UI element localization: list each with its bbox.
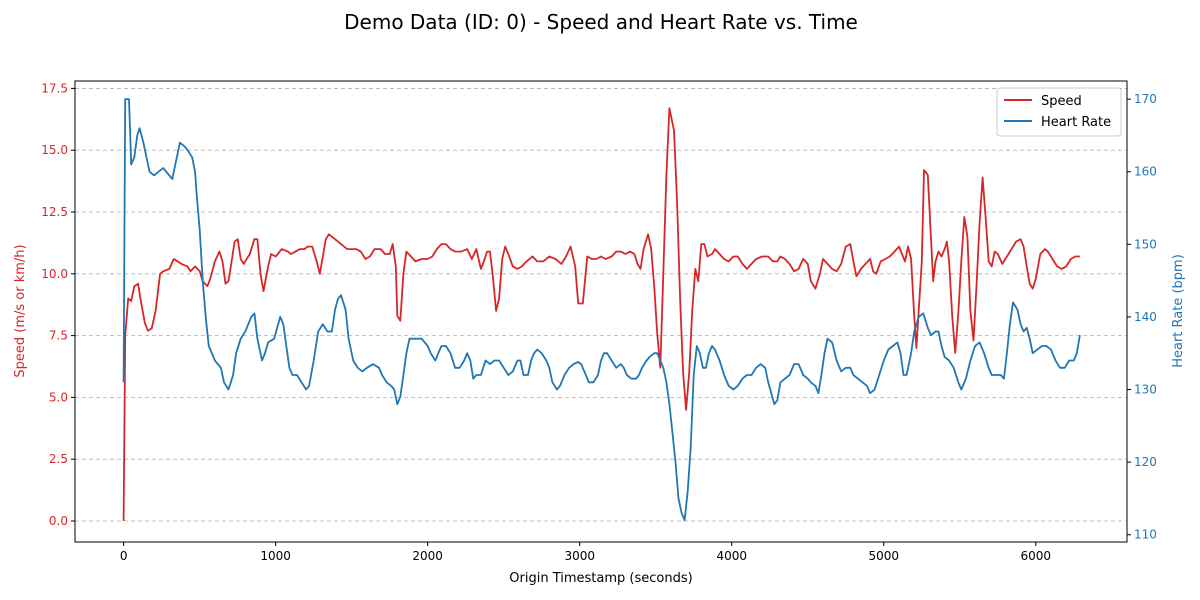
y-left-tick-label-5: 12.5 [41,205,68,219]
y-left-tick-label-0: 0.0 [49,514,68,528]
legend: Speed Heart Rate [996,87,1122,137]
x-axis-ticks: 0 1000 2000 3000 4000 5000 6000 [120,542,1051,563]
y-right-axis-title: Heart Rate (bpm) [1171,254,1186,368]
series-line-speed [122,107,1080,522]
y-left-tick-label-7: 17.5 [41,81,68,95]
series-layer [122,98,1081,522]
chart-title: Demo Data (ID: 0) - Speed and Heart Rate… [344,10,858,34]
x-tick-label-3: 3000 [564,549,595,563]
y-left-tick-label-6: 15.0 [41,143,68,157]
gridlines [75,88,1127,522]
y-right-tick-label-5: 160 [1134,165,1157,179]
x-tick-label-6: 6000 [1021,549,1052,563]
y-right-tick-label-6: 170 [1134,92,1157,106]
x-tick-label-4: 4000 [716,549,747,563]
x-tick-label-2: 2000 [412,549,443,563]
y-right-tick-label-4: 150 [1134,237,1157,251]
x-axis-title: Origin Timestamp (seconds) [509,571,692,586]
x-tick-label-1: 1000 [260,549,291,563]
y-right-tick-label-1: 120 [1134,455,1157,469]
y-left-tick-label-2: 5.0 [49,390,68,404]
y-left-tick-label-1: 2.5 [49,452,68,466]
y-left-tick-label-4: 10.0 [41,267,68,281]
plot-frame [74,80,1128,543]
y-left-axis-title: Speed (m/s or km/h) [13,244,28,377]
legend-label-speed: Speed [1041,94,1082,109]
y-right-tick-label-0: 110 [1134,528,1157,542]
series-line-heart-rate [122,98,1081,522]
y-left-axis-ticks: 0.0 2.5 5.0 7.5 10.0 12.5 15.0 17.5 [41,81,75,528]
x-tick-label-5: 5000 [868,549,899,563]
y-left-tick-label-3: 7.5 [49,329,68,343]
x-tick-label-0: 0 [120,549,128,563]
y-right-tick-label-3: 140 [1134,310,1157,324]
y-right-axis-ticks: 110 120 130 140 150 160 170 [1127,92,1157,542]
y-right-tick-label-2: 130 [1134,383,1157,397]
legend-label-heart-rate: Heart Rate [1041,115,1111,130]
